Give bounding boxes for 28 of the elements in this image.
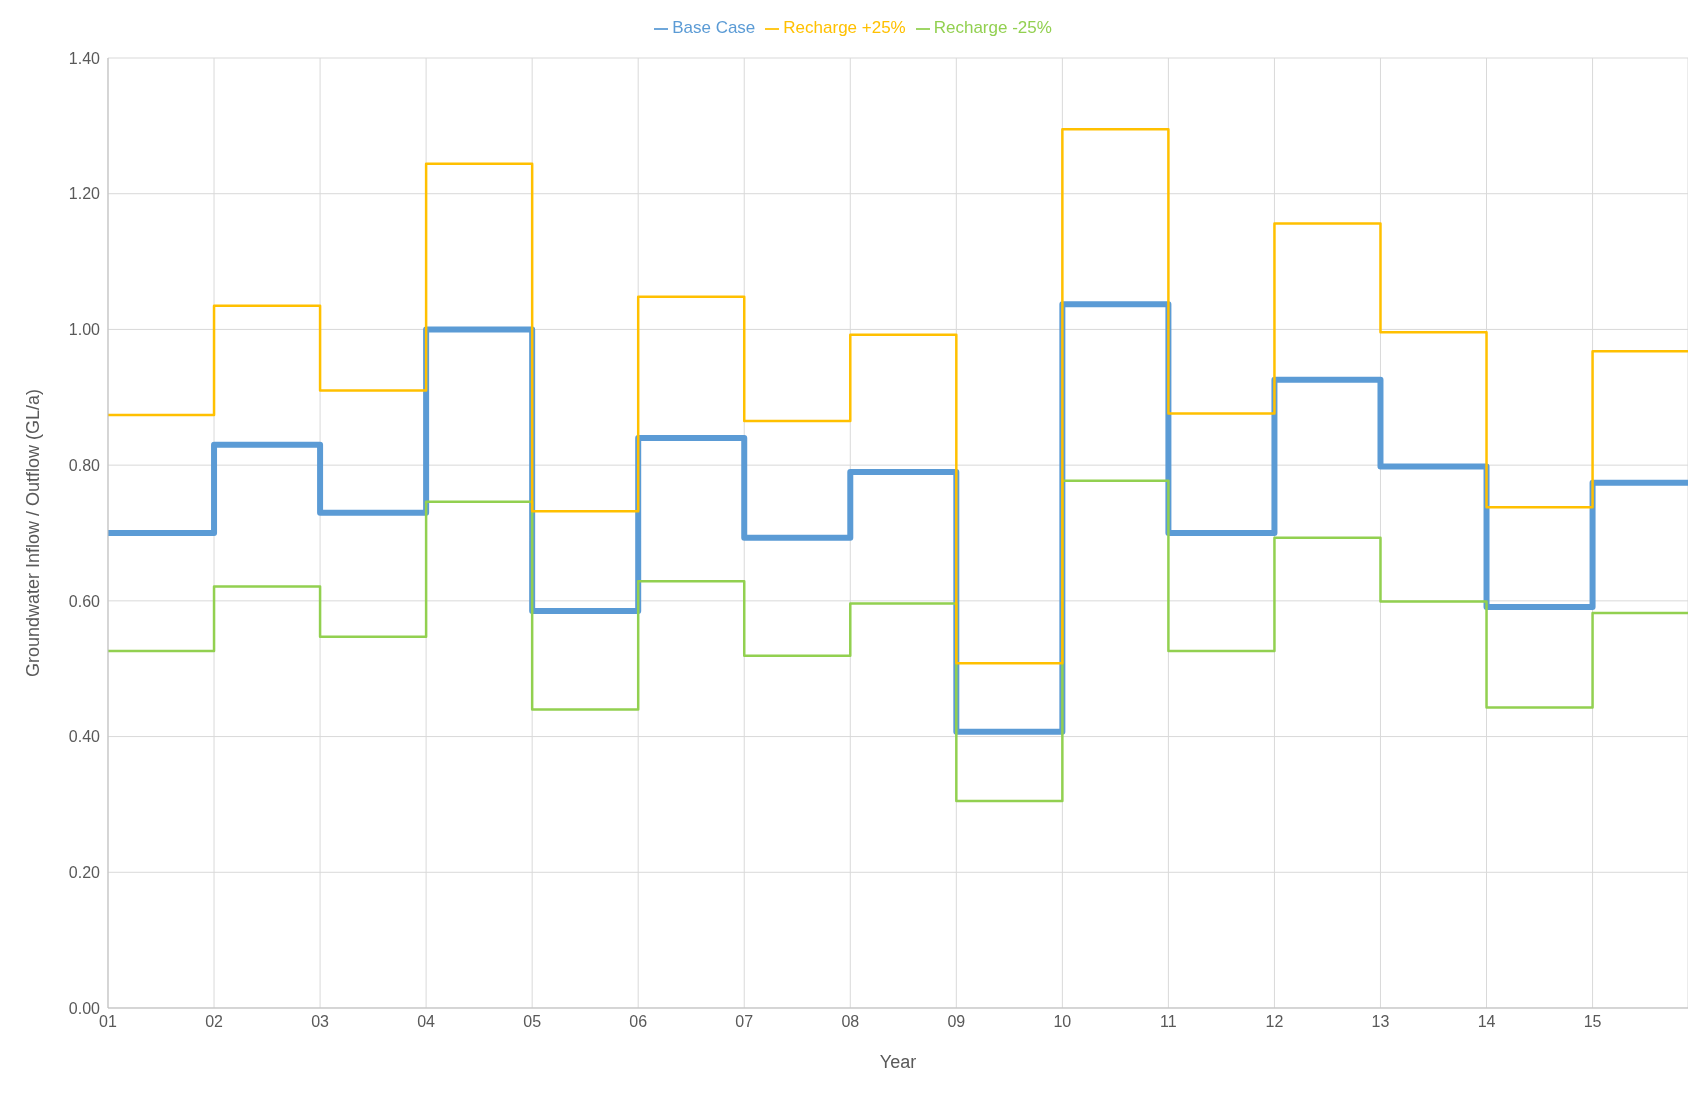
y-tick-label: 0.60 (68, 592, 101, 610)
legend-label: Recharge +25% (783, 18, 906, 37)
x-tick-label: 06 (629, 1013, 648, 1031)
legend-label: Recharge -25% (933, 18, 1052, 37)
x-tick-label: 14 (1477, 1013, 1496, 1031)
x-tick-label: 03 (311, 1013, 330, 1031)
x-tick-label: 05 (523, 1013, 542, 1031)
x-tick-label: 02 (205, 1013, 224, 1031)
y-axis-title: Groundwater Inflow / Outflow (GL/a) (23, 388, 44, 678)
y-tick-label: 0.00 (68, 999, 101, 1017)
x-tick-label: 15 (1583, 1013, 1602, 1031)
x-tick-label: 09 (947, 1013, 966, 1031)
x-tick-label: 01 (99, 1013, 117, 1031)
y-tick-label: 0.80 (68, 456, 101, 474)
x-tick-label: 10 (1053, 1013, 1072, 1031)
x-tick-label: 08 (841, 1013, 860, 1031)
y-tick-label: 0.40 (68, 728, 101, 746)
legend-label: Base Case (672, 18, 756, 37)
x-tick-label: 07 (735, 1013, 754, 1031)
x-axis-title: Year (879, 1052, 917, 1072)
y-tick-label: 1.00 (68, 321, 101, 339)
y-tick-label: 1.40 (68, 49, 101, 67)
x-tick-label: 13 (1371, 1013, 1390, 1031)
y-tick-label: 1.20 (68, 185, 101, 203)
y-tick-label: 0.20 (68, 863, 101, 881)
x-tick-label: 12 (1265, 1013, 1284, 1031)
x-tick-label: 11 (1160, 1013, 1177, 1031)
x-tick-label: 04 (417, 1013, 436, 1031)
